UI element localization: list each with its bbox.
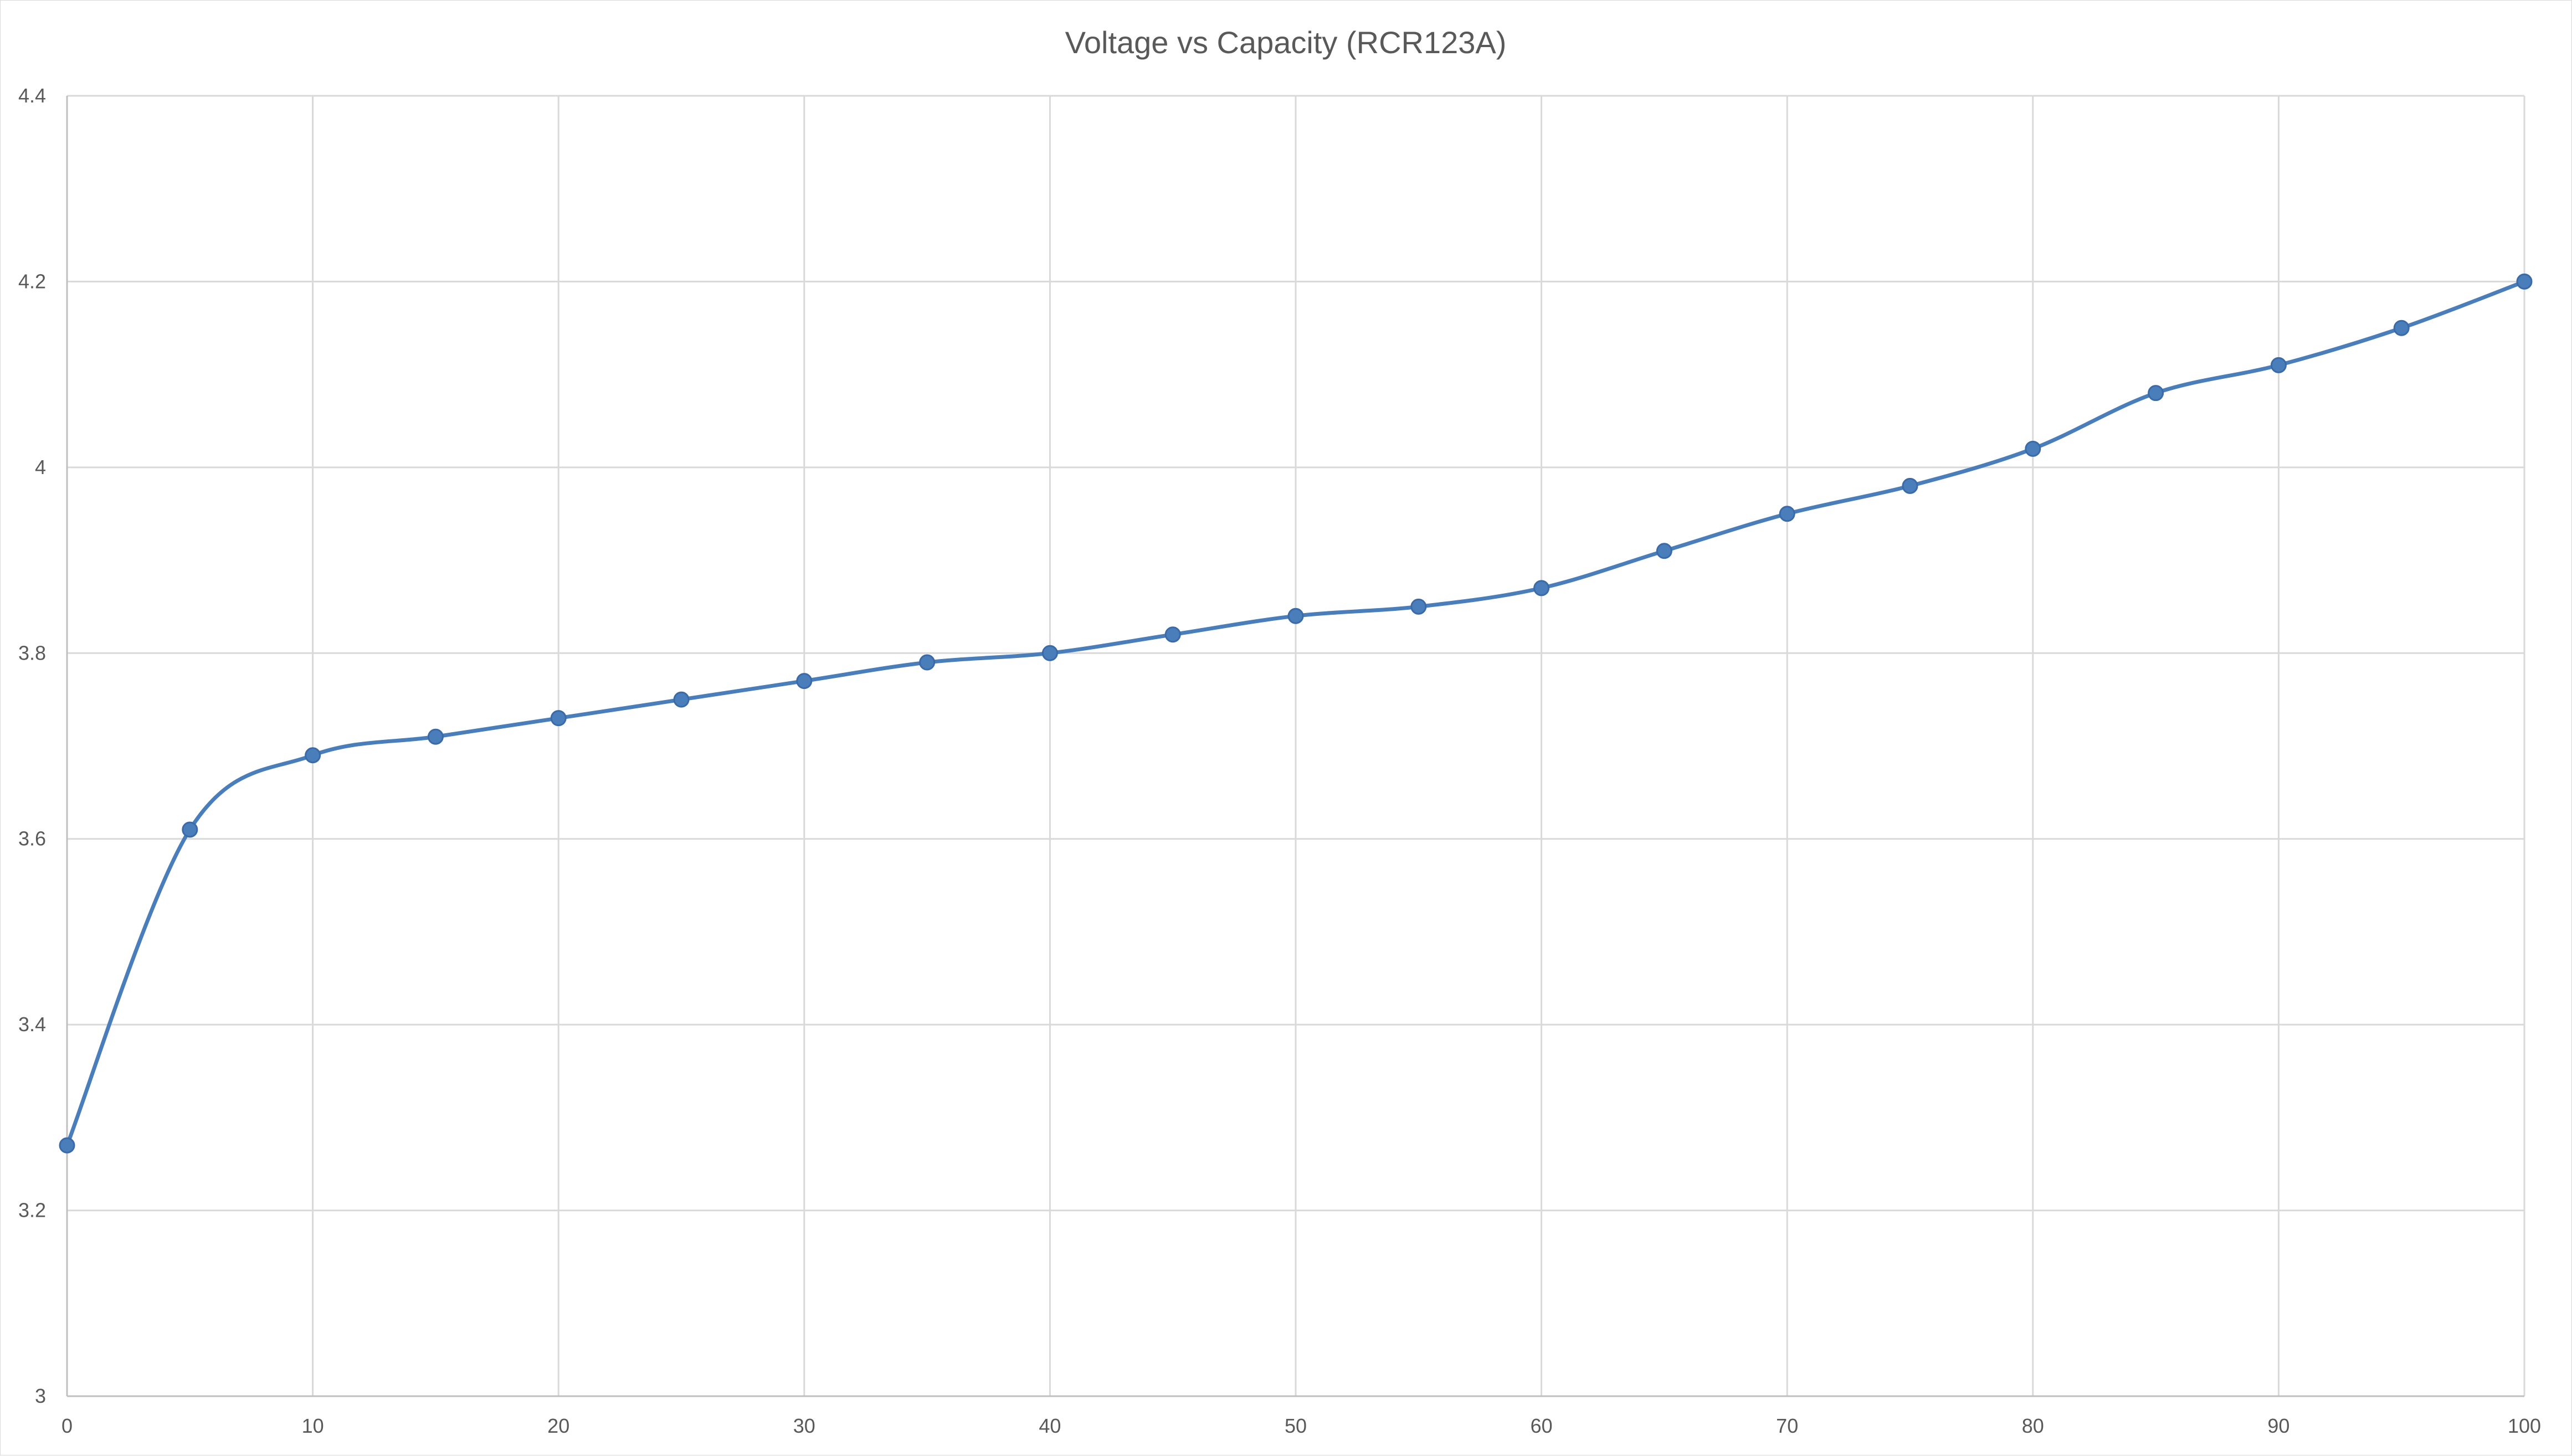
data-point [1041, 645, 1058, 661]
x-tick-label: 0 [61, 1414, 73, 1437]
y-tick-label: 3 [35, 1385, 46, 1407]
chart-title: Voltage vs Capacity (RCR123A) [1065, 25, 1507, 60]
data-point [796, 673, 813, 690]
data-point [550, 710, 567, 727]
axes [66, 96, 2524, 1397]
x-tick-label: 50 [1285, 1414, 1307, 1437]
x-tick-label: 90 [2267, 1414, 2289, 1437]
data-point [1779, 506, 1795, 522]
x-tick-label: 70 [1776, 1414, 1798, 1437]
gridlines [67, 95, 2525, 1396]
x-tick-label: 40 [1039, 1414, 1061, 1437]
data-point [305, 747, 321, 764]
data-point [1164, 626, 1181, 643]
data-point [2025, 440, 2041, 457]
y-tick-label: 3.2 [18, 1199, 46, 1222]
data-point [1287, 608, 1304, 624]
y-tick-label: 3.8 [18, 641, 46, 664]
data-point [919, 654, 936, 671]
y-tick-label: 3.4 [18, 1013, 46, 1036]
x-tick-label: 100 [2508, 1414, 2541, 1437]
data-point [1656, 543, 1672, 559]
data-point [1902, 477, 1918, 494]
data-point [182, 821, 198, 838]
x-tick-label: 80 [2022, 1414, 2044, 1437]
data-point [2148, 385, 2164, 402]
series-line [65, 279, 2527, 1148]
y-tick-label: 4.4 [18, 84, 46, 107]
data-point [427, 728, 444, 745]
data-point [2516, 273, 2533, 290]
y-tick-label: 3.6 [18, 827, 46, 850]
data-point [59, 1137, 75, 1154]
data-point [673, 691, 690, 708]
data-point [1410, 598, 1427, 615]
x-tick-label: 60 [1531, 1414, 1553, 1437]
x-tick-label: 30 [793, 1414, 815, 1437]
y-tick-label: 4 [35, 456, 46, 479]
data-point [1533, 580, 1550, 596]
x-tick-label: 20 [547, 1414, 569, 1437]
series-layer [59, 273, 2533, 1154]
tick-labels: 3 3.2 3.4 3.6 3.8 4 4.2 4.4 0 10 20 30 40 50 60 70 80 90 1… [18, 84, 2541, 1437]
data-point [2270, 357, 2287, 373]
y-tick-label: 4.2 [18, 270, 46, 292]
data-point [2393, 320, 2410, 336]
x-tick-label: 10 [302, 1414, 324, 1437]
